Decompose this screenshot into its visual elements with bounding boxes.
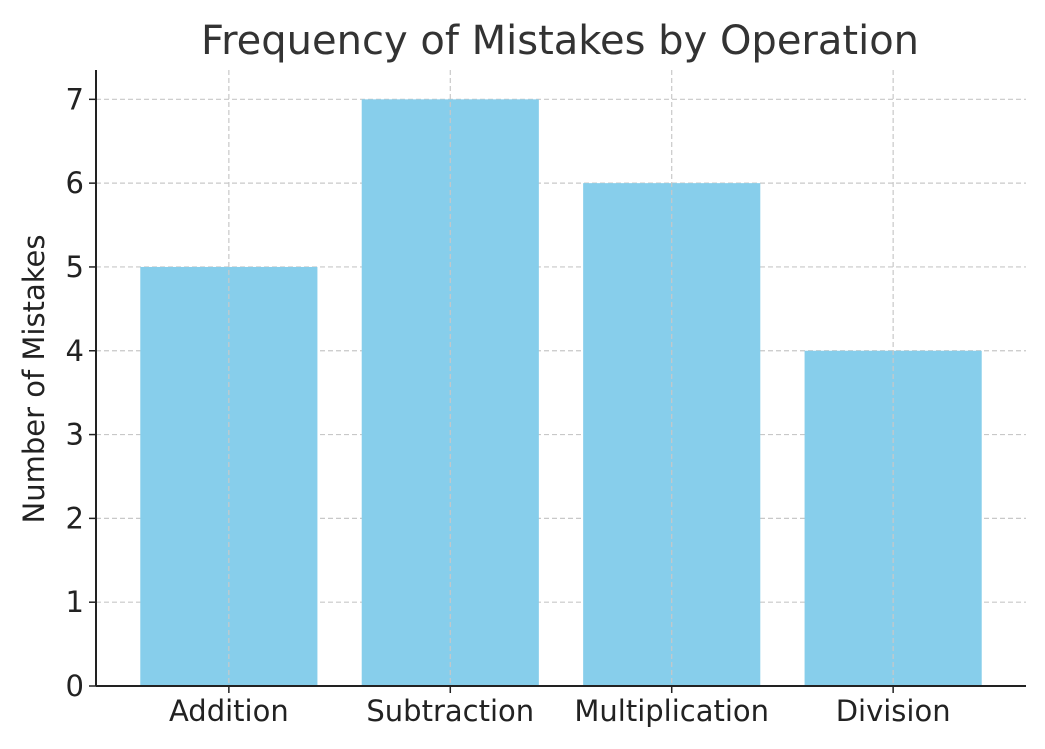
y-tick-label-3: 3 (66, 418, 84, 452)
axes (95, 70, 1026, 687)
y-tick-label-0: 0 (66, 669, 84, 703)
y-tick-label-1: 1 (66, 585, 84, 619)
x-tick-label-addition: Addition (169, 694, 289, 728)
x-tick-label-multiplication: Multiplication (574, 694, 769, 728)
y-tick-label-2: 2 (66, 501, 84, 535)
bars (140, 99, 982, 687)
x-tick-label-division: Division (836, 694, 951, 728)
y-tick-label-7: 7 (66, 82, 84, 116)
chart-title: Frequency of Mistakes by Operation (201, 18, 919, 64)
y-ticks: 0 1 2 3 4 5 6 7 (66, 82, 96, 703)
x-ticks: Addition Subtraction Multiplication Divisio… (169, 686, 951, 728)
vertical-grid (228, 70, 894, 686)
y-tick-label-5: 5 (66, 250, 84, 284)
y-tick-label-4: 4 (66, 334, 84, 368)
y-tick-label-6: 6 (66, 166, 84, 200)
y-axis-label: Number of Mistakes (17, 235, 51, 524)
x-tick-label-subtraction: Subtraction (366, 694, 534, 728)
